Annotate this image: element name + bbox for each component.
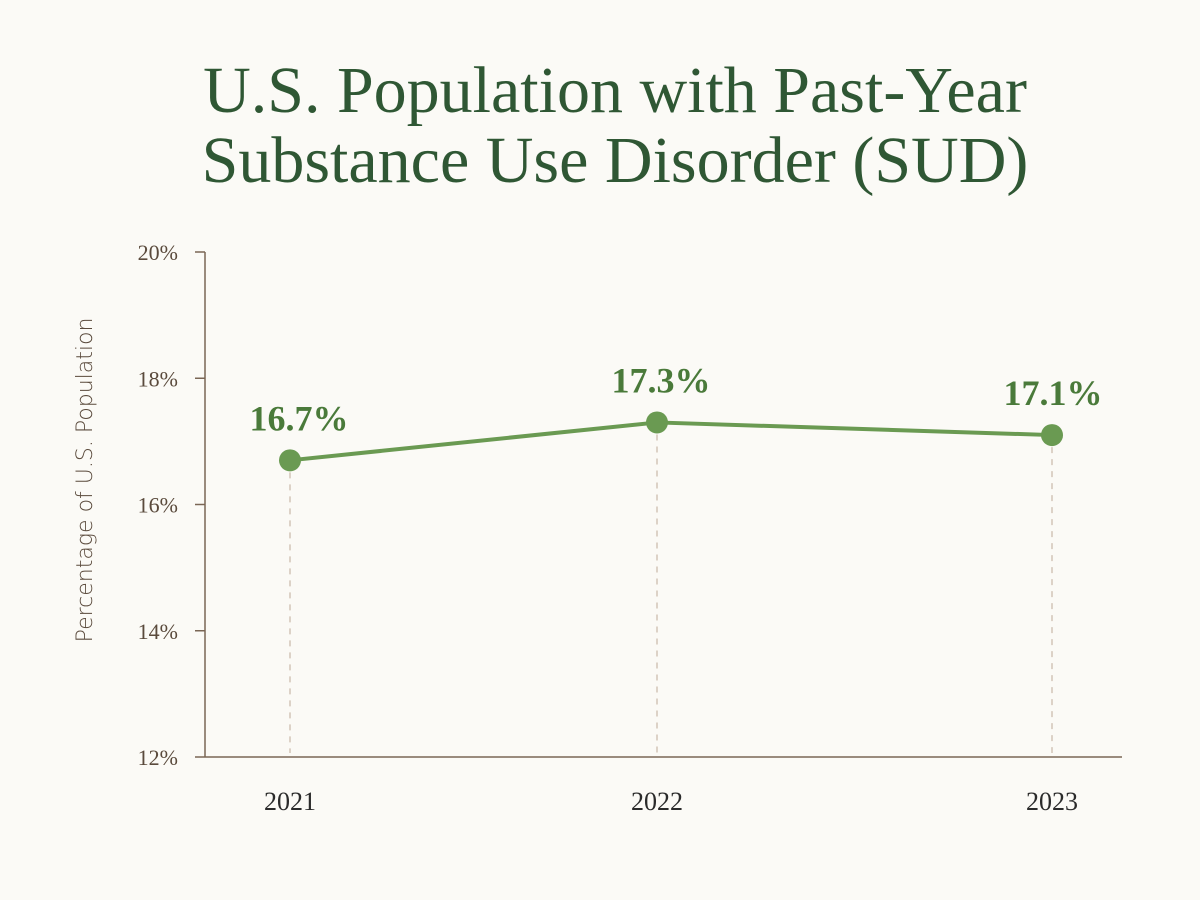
data-label: 17.3% xyxy=(612,360,711,400)
x-tick-label: 2021 xyxy=(264,787,316,816)
x-tick-label: 2023 xyxy=(1026,787,1078,816)
chart-title-line-1: U.S. Population with Past-Year xyxy=(203,54,1027,127)
data-label: 16.7% xyxy=(250,398,349,438)
data-point xyxy=(1041,424,1063,447)
y-axis-label: Percentage of U.S. Population xyxy=(73,318,98,643)
y-tick-label: 20% xyxy=(138,240,178,265)
chart-title-line-2: Substance Use Disorder (SUD) xyxy=(202,124,1029,197)
data-point xyxy=(279,449,301,472)
plot-area: 12% 14% 16% 18% 20% 2021 2022 2023 16.7% 17.3% 17.… xyxy=(138,240,1122,816)
y-tick-label: 18% xyxy=(138,366,178,391)
y-tick-label: 16% xyxy=(138,493,178,518)
y-tick-label: 12% xyxy=(138,745,178,770)
x-tick-label: 2022 xyxy=(631,787,683,816)
y-tick-label: 14% xyxy=(138,619,178,644)
series-line xyxy=(288,420,1054,463)
data-point xyxy=(646,411,668,434)
data-label: 17.1% xyxy=(1004,373,1103,413)
